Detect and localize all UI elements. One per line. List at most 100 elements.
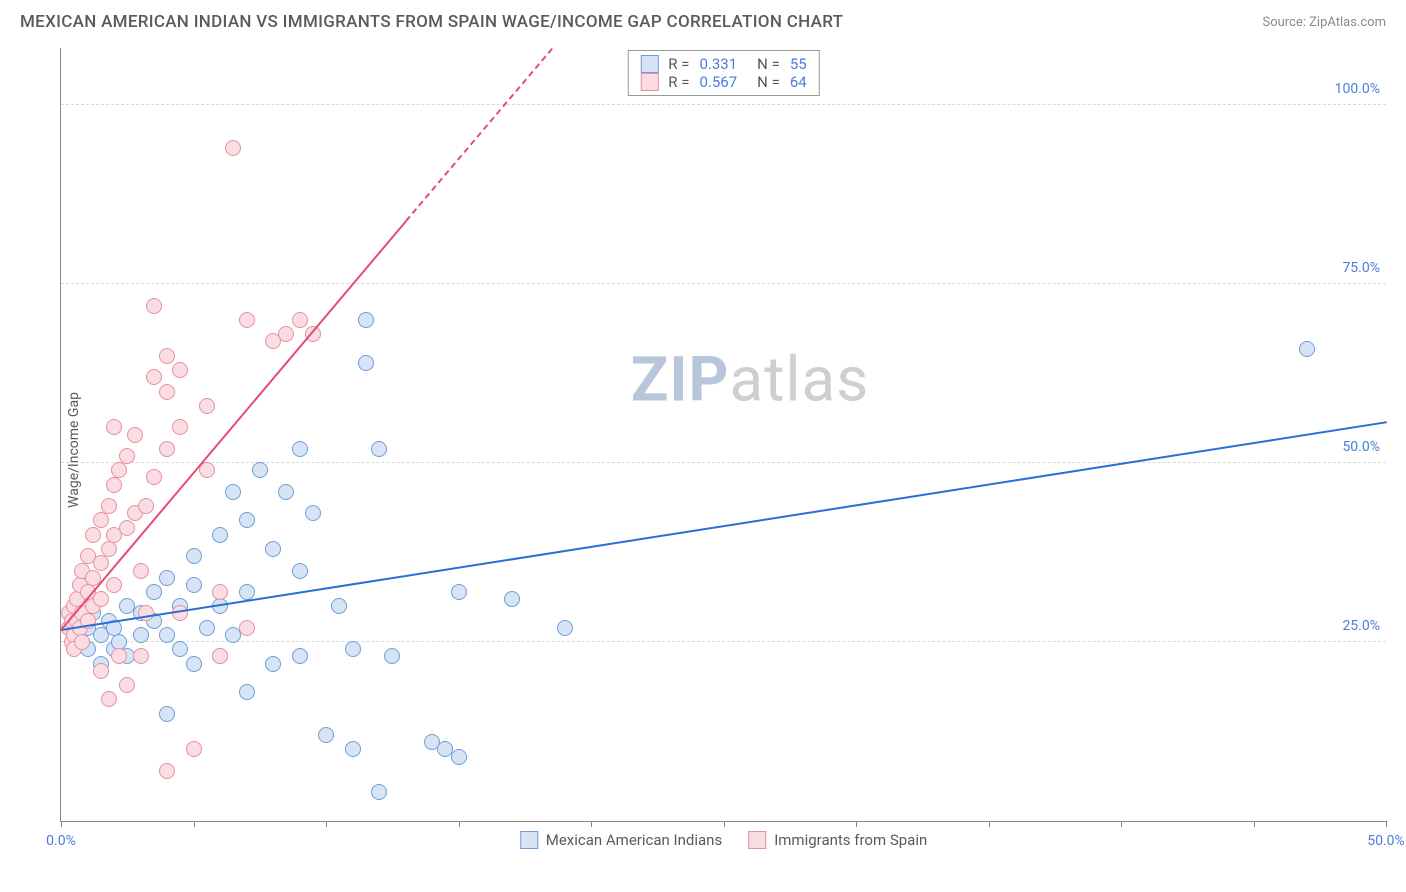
- data-point: [225, 484, 241, 500]
- y-tick-label: 100.0%: [1335, 81, 1380, 97]
- data-point: [212, 584, 228, 600]
- data-point: [119, 677, 135, 693]
- data-point: [159, 441, 175, 457]
- gridline: [61, 283, 1386, 284]
- data-point: [212, 648, 228, 664]
- data-point: [292, 648, 308, 664]
- data-point: [225, 140, 241, 156]
- data-point: [239, 584, 255, 600]
- data-point: [278, 326, 294, 342]
- data-point: [172, 362, 188, 378]
- data-point: [85, 527, 101, 543]
- gridline: [61, 641, 1386, 642]
- n-value: 55: [790, 55, 807, 73]
- data-point: [106, 577, 122, 593]
- data-point: [292, 563, 308, 579]
- legend-swatch: [748, 831, 766, 849]
- watermark: ZIPatlas: [631, 344, 870, 417]
- n-label: N =: [757, 73, 780, 91]
- data-point: [93, 512, 109, 528]
- data-point: [186, 577, 202, 593]
- data-point: [146, 369, 162, 385]
- data-point: [451, 749, 467, 765]
- x-tick: [194, 821, 195, 827]
- data-point: [172, 641, 188, 657]
- data-point: [265, 541, 281, 557]
- data-point: [384, 648, 400, 664]
- data-point: [292, 312, 308, 328]
- data-point: [159, 570, 175, 586]
- data-point: [133, 563, 149, 579]
- data-point: [119, 448, 135, 464]
- data-point: [199, 620, 215, 636]
- data-point: [186, 548, 202, 564]
- legend-stat-row: R =0.567N =64: [640, 73, 806, 91]
- legend-label: Mexican American Indians: [546, 831, 722, 849]
- data-point: [371, 784, 387, 800]
- x-tick: [591, 821, 592, 827]
- data-point: [159, 763, 175, 779]
- data-point: [305, 505, 321, 521]
- data-point: [146, 469, 162, 485]
- data-point: [101, 541, 117, 557]
- data-point: [239, 620, 255, 636]
- data-point: [186, 741, 202, 757]
- data-point: [146, 298, 162, 314]
- data-point: [172, 605, 188, 621]
- data-point: [101, 498, 117, 514]
- data-point: [159, 706, 175, 722]
- data-point: [252, 462, 268, 478]
- plot-region: ZIPatlas R =0.331N =55R =0.567N =64 Mexi…: [60, 48, 1386, 822]
- data-point: [101, 691, 117, 707]
- data-point: [504, 591, 520, 607]
- legend-stat-row: R =0.331N =55: [640, 55, 806, 73]
- y-tick-label: 50.0%: [1342, 439, 1380, 455]
- trend-line: [61, 421, 1387, 631]
- data-point: [1299, 341, 1315, 357]
- data-point: [119, 520, 135, 536]
- watermark-atlas: atlas: [729, 344, 869, 417]
- x-tick: [724, 821, 725, 827]
- r-value: 0.331: [699, 55, 737, 73]
- data-point: [278, 484, 294, 500]
- chart-title: MEXICAN AMERICAN INDIAN VS IMMIGRANTS FR…: [20, 12, 843, 32]
- x-tick-label: 0.0%: [46, 833, 76, 849]
- data-point: [265, 656, 281, 672]
- x-tick: [459, 821, 460, 827]
- chart-area: Wage/Income Gap ZIPatlas R =0.331N =55R …: [50, 48, 1386, 852]
- data-point: [331, 598, 347, 614]
- x-tick: [1386, 821, 1387, 827]
- data-point: [133, 627, 149, 643]
- chart-source: Source: ZipAtlas.com: [1262, 15, 1386, 30]
- data-point: [318, 727, 334, 743]
- legend-series: Mexican American Indians Immigrants from …: [520, 831, 928, 849]
- data-point: [239, 512, 255, 528]
- data-point: [358, 312, 374, 328]
- data-point: [172, 419, 188, 435]
- n-value: 64: [790, 73, 807, 91]
- r-value: 0.567: [699, 73, 737, 91]
- data-point: [159, 348, 175, 364]
- y-tick-label: 25.0%: [1342, 618, 1380, 634]
- data-point: [199, 398, 215, 414]
- r-label: R =: [668, 55, 689, 73]
- data-point: [345, 741, 361, 757]
- chart-header: MEXICAN AMERICAN INDIAN VS IMMIGRANTS FR…: [0, 0, 1406, 38]
- data-point: [371, 441, 387, 457]
- data-point: [127, 427, 143, 443]
- legend-stats: R =0.331N =55R =0.567N =64: [627, 50, 819, 96]
- data-point: [74, 634, 90, 650]
- data-point: [146, 584, 162, 600]
- data-point: [239, 312, 255, 328]
- data-point: [106, 477, 122, 493]
- data-point: [186, 656, 202, 672]
- x-tick: [856, 821, 857, 827]
- data-point: [93, 555, 109, 571]
- x-tick: [61, 821, 62, 827]
- data-point: [451, 584, 467, 600]
- x-tick: [1121, 821, 1122, 827]
- legend-item: Immigrants from Spain: [748, 831, 927, 849]
- legend-swatch: [640, 55, 658, 73]
- legend-item: Mexican American Indians: [520, 831, 722, 849]
- legend-swatch: [520, 831, 538, 849]
